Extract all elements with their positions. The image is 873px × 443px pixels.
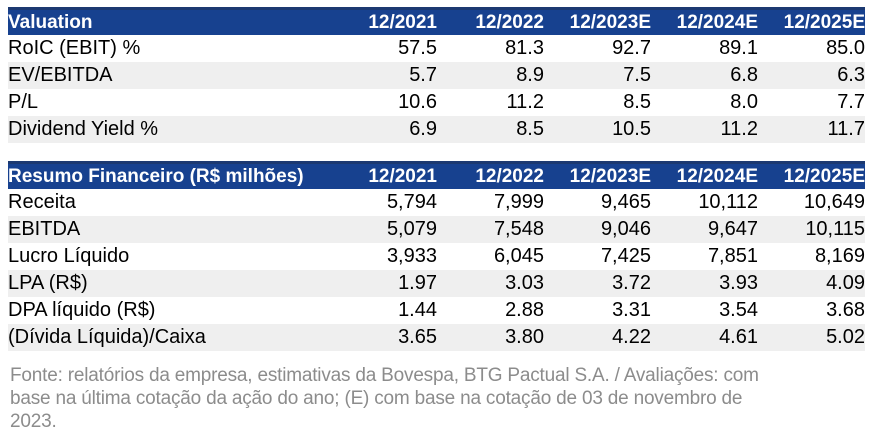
cell-value: 8.5 [623,91,651,113]
financial-summary-table: Resumo Financeiro (R$ milhões) 12/2021 1… [8,161,865,351]
cell-value: 81.3 [505,37,544,59]
cell-value: 6.8 [730,64,758,86]
table-row: EBITDA 5,079 7,548 9,046 9,647 10,115 [8,216,865,243]
cell-value: 92.7 [612,37,651,59]
cell-value: 6.9 [409,118,437,140]
cell-value: 9,647 [707,218,758,240]
cell-value: 3.03 [505,272,544,294]
table-row: Receita 5,794 7,999 9,465 10,112 10,649 [8,189,865,216]
row-label: DPA líquido (R$) [8,299,156,321]
row-label: EBITDA [8,218,81,240]
source-footnote: Fonte: relatórios da empresa, estimativa… [10,364,870,434]
column-header: 12/2024E [651,7,758,35]
table-row: Dividend Yield % 6.9 8.5 10.5 11.2 11.7 [8,116,865,143]
cell-value: 11.7 [827,118,865,140]
table-row: P/L 10.6 11.2 8.5 8.0 7.7 [8,89,865,116]
source-footnote-line: Fonte: relatórios da empresa, estimativa… [10,365,759,386]
row-label: RoIC (EBIT) % [8,37,141,59]
cell-value: 3.80 [505,326,544,348]
cell-value: 5,794 [386,191,437,213]
column-header: 12/2023E [544,7,651,35]
row-label: Lucro Líquido [8,245,130,267]
cell-value: 3,933 [386,245,437,267]
column-header: 12/2025E [758,161,865,189]
cell-value: 8,169 [814,245,865,267]
cell-value: 6.3 [837,64,865,86]
cell-value: 7.7 [837,91,865,113]
column-header: 12/2022 [437,7,544,35]
cell-value: 4.61 [719,326,758,348]
cell-value: 9,465 [600,191,651,213]
table-row: LPA (R$) 1.97 3.03 3.72 3.93 4.09 [8,270,865,297]
row-label: LPA (R$) [8,272,88,294]
cell-value: 5.02 [826,326,865,348]
cell-value: 3.54 [719,299,758,321]
cell-value: 3.31 [612,299,651,321]
cell-value: 2.88 [505,299,544,321]
row-label: EV/EBITDA [8,64,113,86]
cell-value: 8.5 [516,118,544,140]
cell-value: 7.5 [623,64,651,86]
cell-value: 3.72 [612,272,651,294]
column-header: 12/2022 [437,161,544,189]
cell-value: 8.0 [730,91,758,113]
cell-value: 10,112 [698,191,758,213]
cell-value: 1.44 [398,299,437,321]
column-header: 12/2024E [651,161,758,189]
cell-value: 3.93 [719,272,758,294]
cell-value: 57.5 [398,37,437,59]
row-label: (Dívida Líquida)/Caixa [8,326,206,348]
valuation-table: Valuation 12/2021 12/2022 12/2023E 12/20… [8,7,865,143]
cell-value: 10.6 [398,91,437,113]
report-tables-section: Valuation 12/2021 12/2022 12/2023E 12/20… [8,7,870,434]
column-header: 12/2025E [758,7,865,35]
cell-value: 7,999 [493,191,544,213]
cell-value: 7,548 [493,218,544,240]
cell-value: 10,649 [803,191,865,213]
cell-value: 7,851 [707,245,758,267]
table-row: (Dívida Líquida)/Caixa 3.65 3.80 4.22 4.… [8,324,865,351]
table-title-resumo-financeiro: Resumo Financeiro (R$ milhões) [8,161,330,189]
column-header: 12/2021 [330,161,437,189]
table-row: DPA líquido (R$) 1.44 2.88 3.31 3.54 3.6… [8,297,865,324]
column-header: 12/2023E [544,161,651,189]
financial-summary-header-row: Resumo Financeiro (R$ milhões) 12/2021 1… [8,161,865,189]
cell-value: 3.68 [826,299,865,321]
cell-value: 1.97 [398,272,437,294]
cell-value: 6,045 [493,245,544,267]
cell-value: 5,079 [386,218,437,240]
table-row: EV/EBITDA 5.7 8.9 7.5 6.8 6.3 [8,62,865,89]
cell-value: 10.5 [612,118,651,140]
cell-value: 3.65 [398,326,437,348]
cell-value: 4.09 [826,272,865,294]
row-label: P/L [8,91,39,113]
row-label: Dividend Yield % [8,118,159,140]
cell-value: 85.0 [826,37,865,59]
cell-value: 7,425 [600,245,651,267]
cell-value: 11.2 [506,91,544,113]
valuation-header-row: Valuation 12/2021 12/2022 12/2023E 12/20… [8,7,865,35]
table-row: Lucro Líquido 3,933 6,045 7,425 7,851 8,… [8,243,865,270]
cell-value: 5.7 [409,64,437,86]
source-footnote-line: 2023. [10,411,57,433]
source-footnote-line: base na última cotação da ação do ano; (… [10,388,743,410]
cell-value: 9,046 [600,218,651,240]
row-label: Receita [8,191,76,213]
table-title-valuation: Valuation [8,7,330,35]
cell-value: 10,115 [805,218,865,240]
cell-value: 89.1 [719,37,758,59]
column-header: 12/2021 [330,7,437,35]
cell-value: 8.9 [516,64,544,86]
table-row: RoIC (EBIT) % 57.5 81.3 92.7 89.1 85.0 [8,35,865,62]
cell-value: 4.22 [612,326,651,348]
cell-value: 11.2 [720,118,758,140]
